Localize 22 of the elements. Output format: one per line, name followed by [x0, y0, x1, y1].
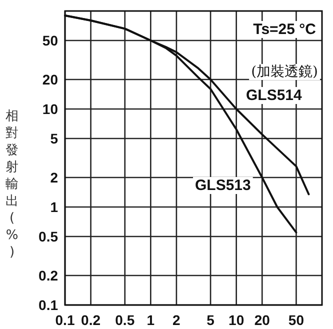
x-tick-label: 2 [172, 312, 181, 328]
y-tick-label: 10 [42, 101, 58, 117]
y-tick-label: 5 [50, 130, 58, 146]
y-tick-label: 0.1 [38, 297, 58, 313]
y-tick-label: 2 [50, 170, 58, 186]
series-label: GLS514 [246, 87, 303, 104]
y-tick-label: 0.5 [38, 228, 58, 244]
x-tick-label: 50 [288, 312, 304, 328]
x-tick-label: 1 [146, 312, 155, 328]
x-tick-label: 0.5 [115, 312, 135, 328]
text: 相對發射輸出(%) [6, 109, 18, 260]
x-tick-label: 10 [228, 312, 244, 328]
x-tick-label: 5 [206, 312, 215, 328]
x-tick-label: 20 [254, 312, 270, 328]
x-tick-label: 0.2 [81, 312, 101, 328]
y-tick-label: 50 [42, 32, 58, 48]
annotation: (加裝透鏡) [251, 64, 318, 80]
series-label: GLS513 [195, 177, 251, 194]
y-tick-label: 0.2 [38, 268, 58, 284]
y-tick-label: 1 [50, 199, 58, 215]
y-tick-label: 20 [42, 72, 58, 88]
annotation: Ts=25 °C [253, 21, 316, 38]
